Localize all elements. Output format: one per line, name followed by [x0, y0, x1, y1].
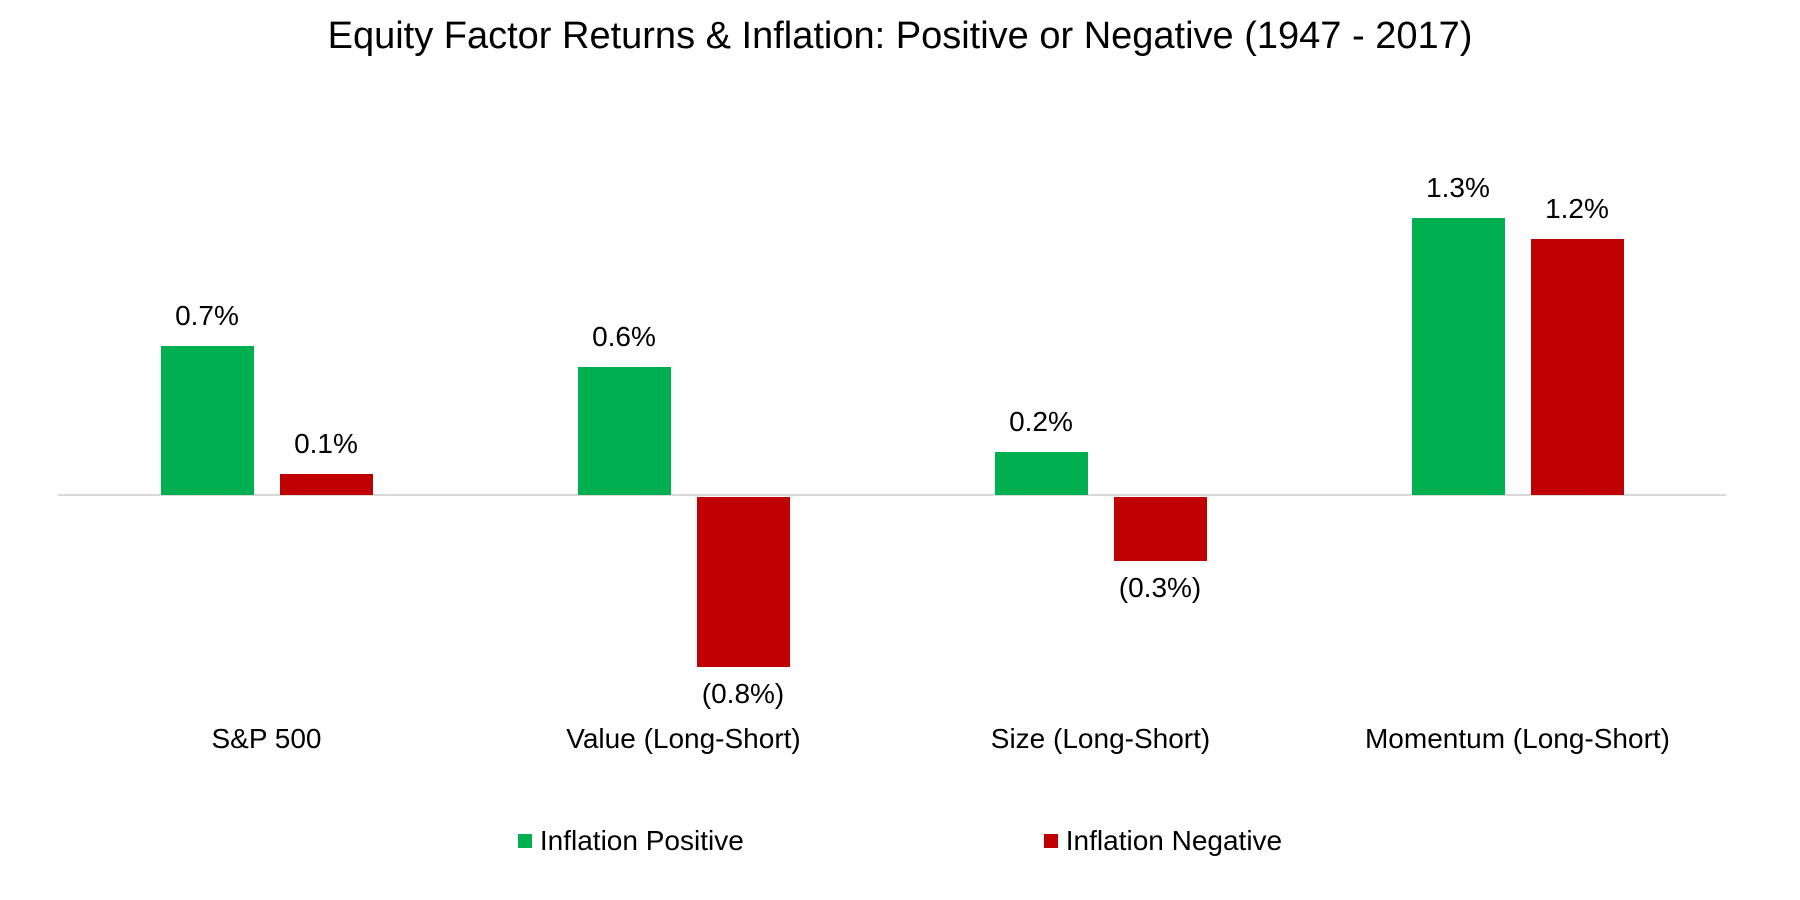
- legend-label-negative: Inflation Negative: [1065, 825, 1283, 856]
- bar-value-label: (0.8%): [701, 678, 785, 709]
- bar-value-label: 0.6%: [592, 321, 656, 352]
- legend-swatch-positive-icon: [517, 834, 532, 848]
- bar-value-label: 1.2%: [1545, 193, 1609, 224]
- bar-inflation-negative: [1113, 497, 1207, 561]
- category-label: Size (Long-Short): [990, 723, 1211, 754]
- legend-item-inflation-negative: Inflation Negative: [1043, 824, 1283, 858]
- bar-inflation-negative: [1530, 239, 1624, 495]
- bar-inflation-negative: [696, 497, 790, 667]
- legend-label-positive: Inflation Positive: [539, 825, 744, 856]
- bar-value-label: 0.7%: [175, 300, 239, 331]
- bar-value-label: 0.2%: [1009, 406, 1073, 437]
- bar-inflation-positive: [160, 346, 254, 495]
- bar-value-label: (0.3%): [1118, 572, 1202, 603]
- bar-inflation-positive: [577, 367, 671, 495]
- bar-inflation-positive: [1411, 218, 1505, 495]
- legend-item-inflation-positive: Inflation Positive: [517, 824, 744, 858]
- legend-swatch-negative-icon: [1043, 834, 1058, 848]
- category-label: S&P 500: [211, 723, 322, 754]
- category-label: Momentum (Long-Short): [1364, 723, 1670, 754]
- category-label: Value (Long-Short): [566, 723, 801, 754]
- bar-value-label: 1.3%: [1426, 172, 1490, 203]
- bar-inflation-negative: [279, 474, 373, 495]
- x-axis-line: [58, 494, 1726, 496]
- bar-value-label: 0.1%: [294, 428, 358, 459]
- legend: Inflation Positive Inflation Negative: [0, 824, 1800, 858]
- bar-inflation-positive: [994, 452, 1088, 495]
- chart-title: Equity Factor Returns & Inflation: Posit…: [327, 15, 1473, 57]
